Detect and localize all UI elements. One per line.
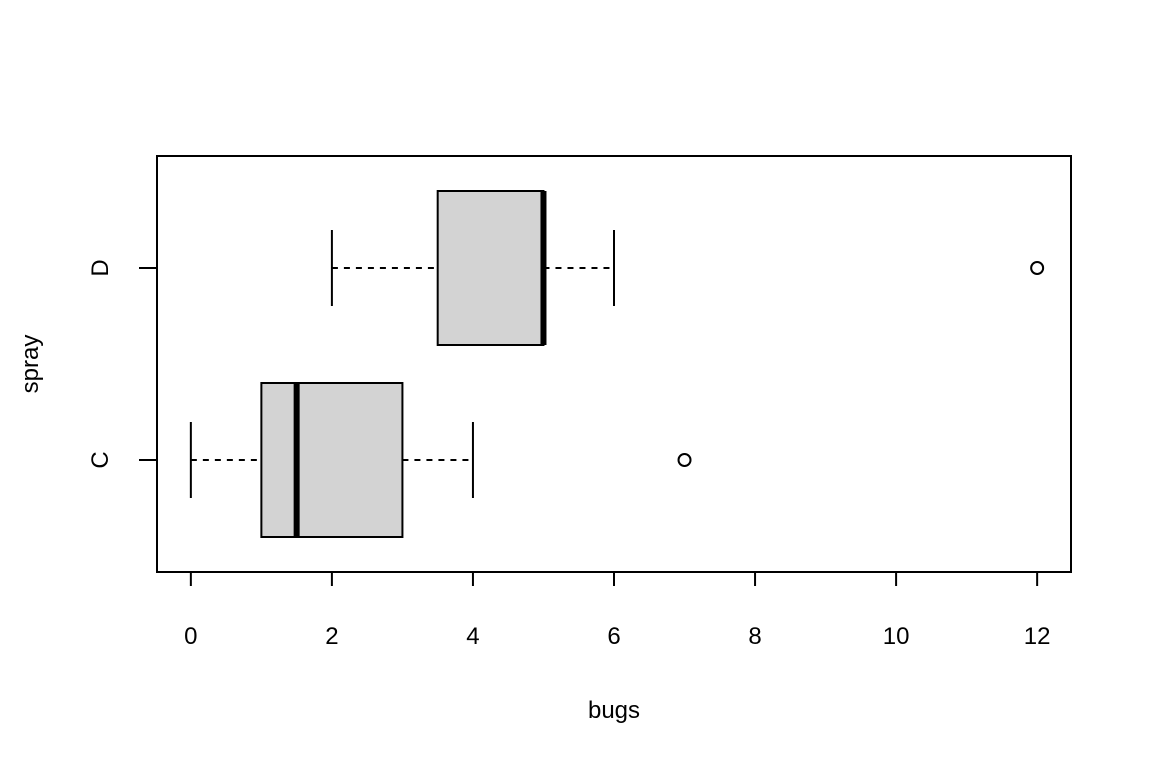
y-axis: CD xyxy=(87,259,158,469)
x-axis: 0 2 4 6 8 10 12 xyxy=(184,571,1051,650)
box-c xyxy=(260,382,404,538)
x-tick-label-10: 10 xyxy=(883,623,910,650)
x-axis-label: bugs xyxy=(588,697,640,724)
x-tick-label-0: 0 xyxy=(184,623,197,650)
x-tick-label-6: 6 xyxy=(607,623,620,650)
x-tick-label-8: 8 xyxy=(748,623,761,650)
outlier-c-0 xyxy=(677,453,692,467)
outlier-d-0 xyxy=(1030,261,1045,275)
x-tick-label-4: 4 xyxy=(466,623,479,650)
x-tick-label-2: 2 xyxy=(325,623,338,650)
box-d xyxy=(436,190,545,346)
y-axis-label: spray xyxy=(17,335,44,394)
x-tick-label-12: 12 xyxy=(1024,623,1051,650)
y-tick-label-d: D xyxy=(87,259,114,276)
plot-layer xyxy=(189,190,1045,538)
y-tick-label-c: C xyxy=(87,451,114,468)
